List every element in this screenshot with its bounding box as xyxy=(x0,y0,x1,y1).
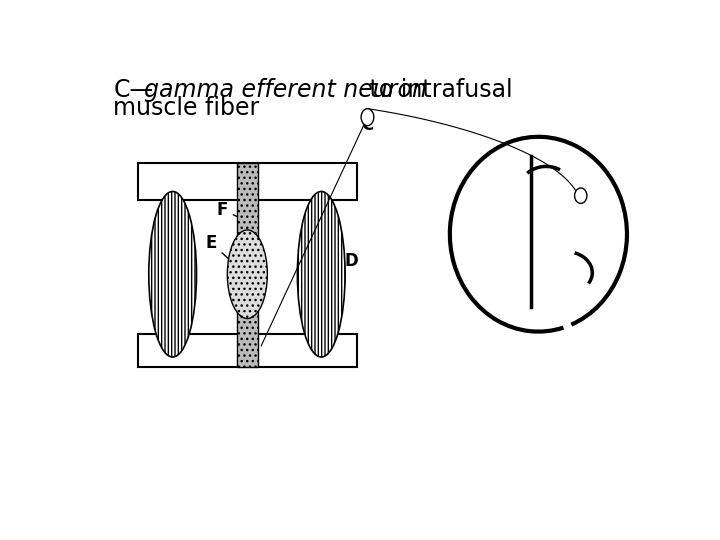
Ellipse shape xyxy=(575,188,587,204)
Ellipse shape xyxy=(297,192,345,357)
Text: to intrafusal: to intrafusal xyxy=(362,78,513,102)
Text: D: D xyxy=(344,252,358,270)
Bar xyxy=(138,334,357,367)
Text: C: C xyxy=(361,116,374,133)
Text: muscle fiber: muscle fiber xyxy=(113,96,260,119)
Bar xyxy=(138,163,357,200)
Text: C—: C— xyxy=(113,78,153,102)
Ellipse shape xyxy=(149,192,197,357)
Ellipse shape xyxy=(361,109,374,126)
Text: gamma efferent neuron: gamma efferent neuron xyxy=(144,78,427,102)
Ellipse shape xyxy=(228,230,267,319)
Text: E: E xyxy=(206,234,239,268)
Text: F: F xyxy=(217,201,243,219)
Bar xyxy=(237,163,258,367)
